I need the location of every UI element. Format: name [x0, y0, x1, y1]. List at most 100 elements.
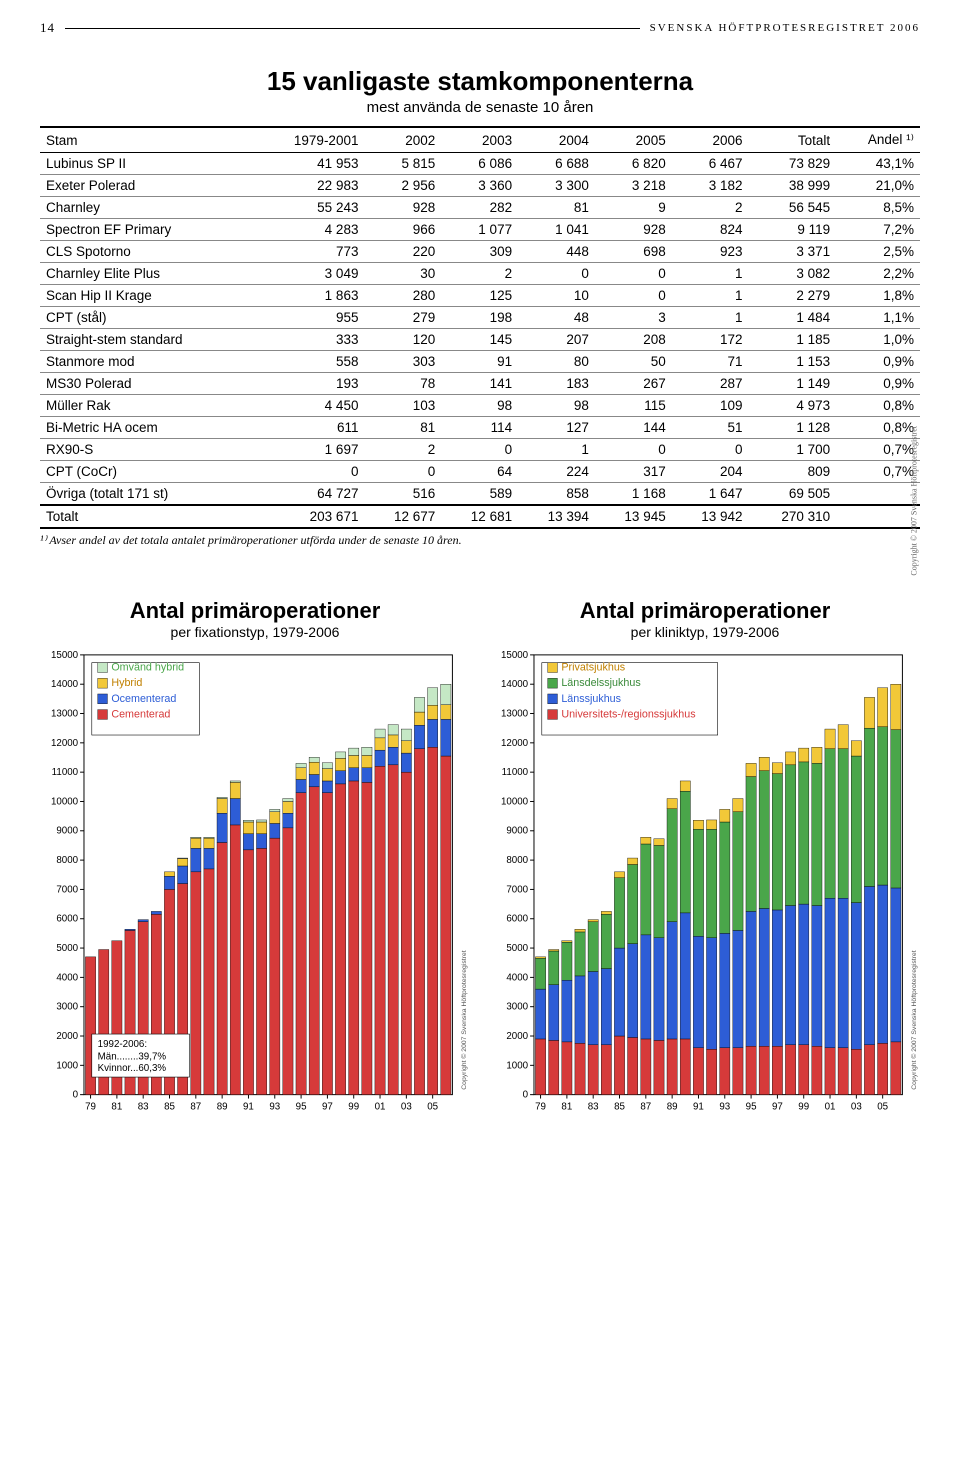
- table-cell: 204: [672, 461, 749, 483]
- header-rule: [65, 28, 640, 29]
- table-cell: 928: [595, 219, 672, 241]
- table-cell: 279: [364, 307, 441, 329]
- table-row: MS30 Polerad193781411832672871 1490,9%: [40, 373, 920, 395]
- svg-text:85: 85: [164, 1101, 175, 1112]
- table-cell: Straight-stem standard: [40, 329, 254, 351]
- table-cell: 1 863: [254, 285, 364, 307]
- table-cell: 4 973: [749, 395, 837, 417]
- table-cell: 611: [254, 417, 364, 439]
- table-cell: 280: [364, 285, 441, 307]
- chart-left: Antal primäroperationer per fixationstyp…: [40, 598, 470, 1124]
- table-cell: 698: [595, 241, 672, 263]
- table-cell: 3 371: [749, 241, 837, 263]
- table-cell: Charnley: [40, 197, 254, 219]
- table-cell: 0: [364, 461, 441, 483]
- table-cell: 8,5%: [836, 197, 920, 219]
- col-header: 1979-2001: [254, 127, 364, 153]
- table-cell: 1: [672, 285, 749, 307]
- table-cell: 81: [364, 417, 441, 439]
- svg-text:03: 03: [401, 1101, 412, 1112]
- table-cell: 955: [254, 307, 364, 329]
- col-header: Stam: [40, 127, 254, 153]
- table-cell: 207: [518, 329, 595, 351]
- svg-text:99: 99: [798, 1101, 809, 1112]
- table-cell: 1 697: [254, 439, 364, 461]
- svg-text:Omvänd hybrid: Omvänd hybrid: [111, 662, 184, 674]
- svg-text:81: 81: [111, 1101, 122, 1112]
- table-copyright: Copyright © 2007 Svenska Höftprotesregis…: [910, 426, 919, 576]
- table-cell: 172: [672, 329, 749, 351]
- table-cell: 30: [364, 263, 441, 285]
- table-cell: 9 119: [749, 219, 837, 241]
- col-header: Andel ¹⁾: [836, 127, 920, 153]
- table-cell: 928: [364, 197, 441, 219]
- table-cell: 858: [518, 483, 595, 506]
- svg-text:Män........39,7%: Män........39,7%: [98, 1051, 167, 1062]
- table-cell: 1 185: [749, 329, 837, 351]
- svg-text:89: 89: [667, 1101, 678, 1112]
- table-cell: 589: [441, 483, 518, 506]
- table-cell: 0: [595, 439, 672, 461]
- table-cell: 0: [595, 285, 672, 307]
- table-cell: 193: [254, 373, 364, 395]
- table-row: Lubinus SP II41 9535 8156 0866 6886 8206…: [40, 153, 920, 175]
- chart-right-subtitle: per kliniktyp, 1979-2006: [490, 624, 920, 640]
- table-cell: RX90-S: [40, 439, 254, 461]
- table-row: Bi-Metric HA ocem61181114127144511 1280,…: [40, 417, 920, 439]
- svg-text:05: 05: [877, 1101, 888, 1112]
- table-row: Exeter Polerad22 9832 9563 3603 3003 218…: [40, 175, 920, 197]
- table-cell: 127: [518, 417, 595, 439]
- table-cell: 1 128: [749, 417, 837, 439]
- table-cell: 73 829: [749, 153, 837, 175]
- table-row: Spectron EF Primary4 2839661 0771 041928…: [40, 219, 920, 241]
- col-header: 2005: [595, 127, 672, 153]
- svg-text:01: 01: [375, 1101, 386, 1112]
- table-cell: 0,7%: [836, 461, 920, 483]
- svg-text:79: 79: [535, 1101, 546, 1112]
- svg-text:95: 95: [746, 1101, 757, 1112]
- table-row: Charnley Elite Plus3 0493020013 0822,2%: [40, 263, 920, 285]
- table-cell: 56 545: [749, 197, 837, 219]
- table-cell: 1: [672, 263, 749, 285]
- summary-row: Totalt203 67112 67712 68113 39413 94513 …: [40, 505, 920, 528]
- svg-text:3000: 3000: [56, 1002, 78, 1013]
- svg-text:97: 97: [322, 1101, 333, 1112]
- svg-text:87: 87: [640, 1101, 651, 1112]
- table-cell: 6 820: [595, 153, 672, 175]
- svg-text:97: 97: [772, 1101, 783, 1112]
- table-cell: 0: [672, 439, 749, 461]
- table-cell: MS30 Polerad: [40, 373, 254, 395]
- col-header: Totalt: [749, 127, 837, 153]
- table-cell: 1 041: [518, 219, 595, 241]
- svg-text:1000: 1000: [56, 1060, 78, 1071]
- svg-text:4000: 4000: [506, 972, 528, 983]
- table-cell: 51: [672, 417, 749, 439]
- table-cell: 64: [441, 461, 518, 483]
- svg-text:91: 91: [693, 1101, 704, 1112]
- table-cell: Totalt: [40, 505, 254, 528]
- page-number: 14: [40, 20, 55, 36]
- table-cell: 48: [518, 307, 595, 329]
- table-cell: 0,8%: [836, 395, 920, 417]
- table-cell: 2,2%: [836, 263, 920, 285]
- table-subtitle: mest använda de senaste 10 åren: [40, 99, 920, 116]
- table-cell: 220: [364, 241, 441, 263]
- svg-text:01: 01: [825, 1101, 836, 1112]
- table-cell: 923: [672, 241, 749, 263]
- svg-text:2000: 2000: [56, 1031, 78, 1042]
- svg-text:81: 81: [561, 1101, 572, 1112]
- table-cell: 1 484: [749, 307, 837, 329]
- table-cell: 1: [672, 307, 749, 329]
- table-cell: 71: [672, 351, 749, 373]
- table-cell: 333: [254, 329, 364, 351]
- svg-text:Ocementerad: Ocementerad: [111, 693, 176, 705]
- svg-text:7000: 7000: [56, 884, 78, 895]
- table-row: Straight-stem standard333120145207208172…: [40, 329, 920, 351]
- svg-text:9000: 9000: [506, 826, 528, 837]
- svg-text:6000: 6000: [56, 914, 78, 925]
- table-cell: 1 700: [749, 439, 837, 461]
- table-row: Stanmore mod558303918050711 1530,9%: [40, 351, 920, 373]
- table-cell: Stanmore mod: [40, 351, 254, 373]
- table-row: CPT (stål)95527919848311 4841,1%: [40, 307, 920, 329]
- table-cell: 103: [364, 395, 441, 417]
